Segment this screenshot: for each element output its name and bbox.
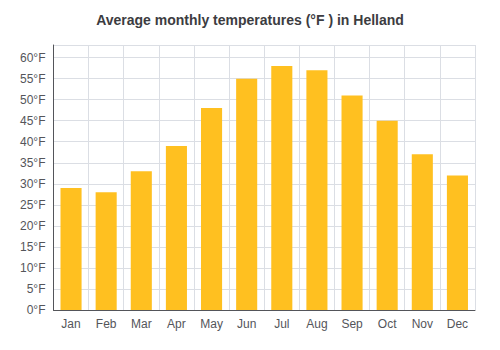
svg-text:Feb: Feb bbox=[96, 317, 117, 331]
svg-text:25°F: 25°F bbox=[20, 198, 45, 212]
svg-text:5°F: 5°F bbox=[27, 282, 46, 296]
svg-text:55°F: 55°F bbox=[20, 72, 45, 86]
svg-text:Mar: Mar bbox=[131, 317, 152, 331]
svg-text:10°F: 10°F bbox=[20, 261, 45, 275]
svg-text:Dec: Dec bbox=[447, 317, 468, 331]
svg-text:May: May bbox=[200, 317, 223, 331]
svg-text:Jun: Jun bbox=[237, 317, 256, 331]
svg-text:0°F: 0°F bbox=[27, 303, 46, 317]
svg-text:45°F: 45°F bbox=[20, 114, 45, 128]
svg-text:Average monthly temperatures (: Average monthly temperatures (°F ) in He… bbox=[96, 12, 404, 28]
svg-text:Aug: Aug bbox=[306, 317, 327, 331]
svg-text:Nov: Nov bbox=[412, 317, 433, 331]
svg-text:35°F: 35°F bbox=[20, 156, 45, 170]
svg-text:40°F: 40°F bbox=[20, 135, 45, 149]
svg-text:60°F: 60°F bbox=[20, 51, 45, 65]
svg-text:30°F: 30°F bbox=[20, 177, 45, 191]
svg-text:50°F: 50°F bbox=[20, 93, 45, 107]
svg-text:Jan: Jan bbox=[61, 317, 80, 331]
svg-text:15°F: 15°F bbox=[20, 240, 45, 254]
svg-text:Jul: Jul bbox=[274, 317, 289, 331]
svg-text:Apr: Apr bbox=[167, 317, 186, 331]
svg-text:20°F: 20°F bbox=[20, 219, 45, 233]
svg-text:Oct: Oct bbox=[378, 317, 397, 331]
svg-text:Sep: Sep bbox=[341, 317, 363, 331]
